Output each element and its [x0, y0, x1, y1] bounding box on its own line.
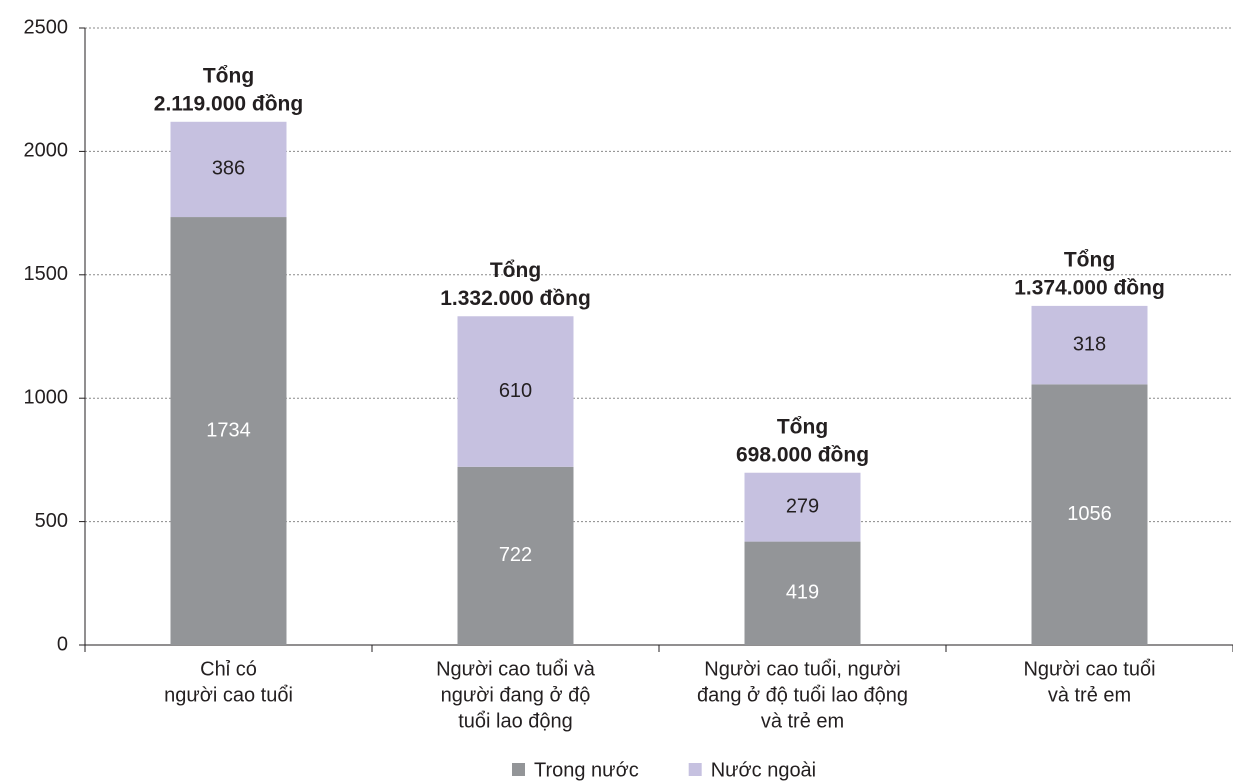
x-tick-label: và trẻ em	[1048, 684, 1131, 706]
total-label: 698.000 đồng	[736, 443, 869, 466]
bar-segment	[744, 472, 861, 542]
x-tick-label: Người cao tuổi, người	[704, 658, 900, 680]
legend-swatch	[512, 763, 525, 776]
x-tick-label: Chỉ có	[200, 658, 257, 680]
total-label: Tổng	[1064, 248, 1115, 271]
x-tick-label: đang ở độ tuổi lao động	[697, 684, 908, 706]
x-tick-label: tuổi lao động	[458, 710, 573, 732]
bar-segment	[457, 316, 574, 467]
total-label: Tổng	[490, 259, 541, 282]
value-label: 318	[1073, 333, 1106, 355]
value-label: 279	[786, 495, 819, 517]
y-tick-label: 500	[35, 510, 68, 532]
y-tick-label: 2000	[24, 140, 69, 162]
y-tick-label: 0	[57, 633, 68, 655]
bar-segment	[744, 541, 861, 645]
total-label: 2.119.000 đồng	[154, 92, 303, 115]
x-tick-label: người đang ở độ	[441, 684, 591, 706]
x-tick-label: người cao tuổi	[164, 684, 293, 706]
total-label: 1.374.000 đồng	[1014, 276, 1165, 299]
bar-segment	[1031, 384, 1148, 645]
value-label: 1734	[206, 419, 251, 441]
legend-label: Trong nước	[534, 759, 639, 781]
value-label: 386	[212, 158, 245, 180]
y-tick-label: 1500	[24, 263, 69, 285]
value-label: 419	[786, 582, 819, 604]
y-tick-label: 1000	[24, 386, 69, 408]
x-tick-label: Người cao tuổi và	[436, 658, 596, 680]
total-label: 1.332.000 đồng	[440, 287, 591, 310]
value-label: 1056	[1067, 503, 1112, 525]
bar-segment	[1031, 305, 1148, 385]
total-label: Tổng	[203, 64, 254, 87]
total-label: Tổng	[777, 415, 828, 438]
bar-segment	[170, 217, 287, 645]
x-tick-label: và trẻ em	[761, 710, 844, 732]
y-tick-label: 2500	[24, 16, 69, 38]
bar-segment	[170, 121, 287, 218]
bar-segment	[457, 466, 574, 645]
value-label: 610	[499, 380, 532, 402]
x-tick-label: Người cao tuổi	[1023, 658, 1155, 680]
legend-label: Nước ngoài	[711, 759, 816, 781]
legend-swatch	[688, 763, 702, 776]
value-label: 722	[499, 544, 532, 566]
